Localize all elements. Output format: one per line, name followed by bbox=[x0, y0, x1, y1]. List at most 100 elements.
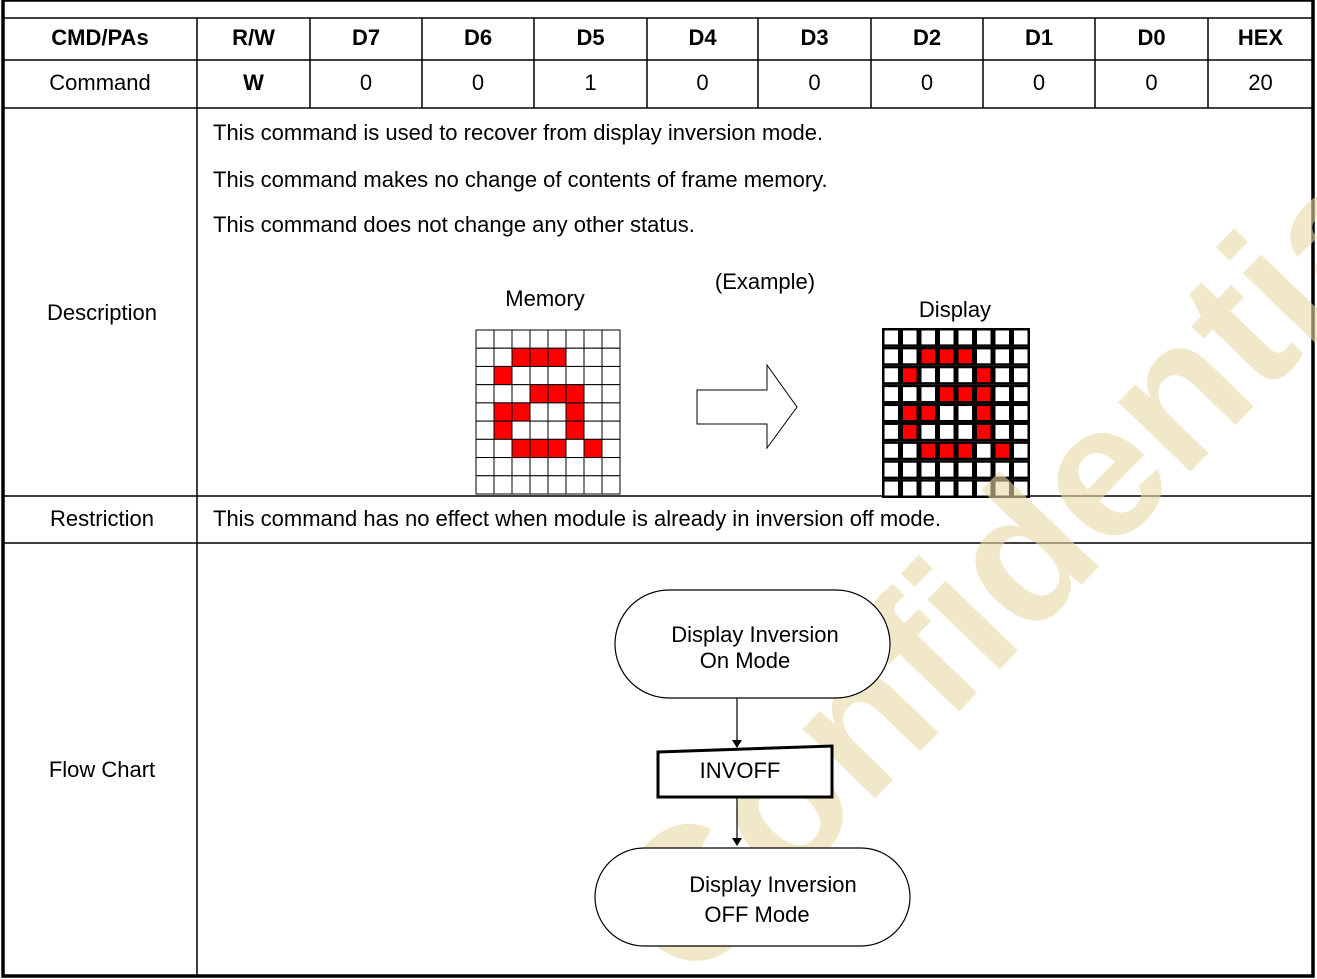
pixel bbox=[958, 387, 972, 402]
pixel bbox=[903, 387, 917, 402]
pixel bbox=[995, 424, 1009, 439]
command-cell: 0 bbox=[360, 70, 372, 95]
pixel bbox=[493, 384, 513, 404]
pixel bbox=[529, 402, 549, 422]
pixel bbox=[977, 462, 991, 477]
pixel bbox=[475, 402, 495, 422]
flow-start bbox=[614, 589, 891, 699]
pixel bbox=[921, 406, 935, 420]
pixel bbox=[565, 402, 585, 422]
pixel bbox=[940, 349, 954, 364]
pixel bbox=[958, 349, 972, 364]
pixel bbox=[547, 475, 567, 495]
pixel bbox=[1014, 462, 1028, 477]
pixel bbox=[884, 406, 898, 420]
header-cell: D5 bbox=[576, 25, 604, 50]
pixel bbox=[940, 368, 954, 383]
row-label: Description bbox=[47, 300, 157, 325]
pixel bbox=[601, 438, 621, 459]
pixel bbox=[583, 420, 603, 440]
description-line: This command does not change any other s… bbox=[213, 212, 695, 237]
pixel bbox=[511, 402, 531, 422]
pixel bbox=[903, 349, 917, 364]
pixel bbox=[884, 387, 898, 402]
pixel bbox=[493, 402, 513, 422]
pixel bbox=[1014, 387, 1028, 402]
pixel bbox=[921, 368, 935, 383]
pixel bbox=[995, 443, 1009, 458]
header-cell: D7 bbox=[352, 25, 380, 50]
flow-arrowhead bbox=[732, 838, 742, 846]
flow-text: On Mode bbox=[700, 648, 791, 673]
pixel bbox=[583, 402, 603, 422]
command-cell: W bbox=[243, 70, 264, 95]
pixel bbox=[493, 420, 513, 440]
pixel bbox=[977, 443, 991, 458]
pixel bbox=[547, 384, 567, 404]
flow-text: INVOFF bbox=[700, 758, 781, 783]
pixel bbox=[583, 347, 603, 367]
pixel bbox=[601, 347, 621, 367]
pixel bbox=[940, 443, 954, 458]
flow-step bbox=[656, 744, 834, 799]
command-cell: 0 bbox=[472, 70, 484, 95]
command-cell: 0 bbox=[1145, 70, 1157, 95]
pixel bbox=[1014, 368, 1028, 383]
pixel bbox=[529, 329, 549, 349]
pixel bbox=[995, 387, 1009, 402]
pixel bbox=[547, 402, 567, 422]
pixel bbox=[884, 368, 898, 383]
pixel bbox=[958, 481, 972, 496]
pixel bbox=[884, 481, 898, 496]
pixel bbox=[511, 347, 531, 367]
header-cell: HEX bbox=[1238, 25, 1284, 50]
pixel bbox=[511, 365, 531, 386]
header-cell: CMD/PAs bbox=[51, 25, 148, 50]
pixel bbox=[958, 330, 972, 345]
pixel bbox=[583, 329, 603, 349]
pixel bbox=[547, 438, 567, 459]
pixel bbox=[1014, 443, 1028, 458]
pixel bbox=[1014, 330, 1028, 345]
header-cell: D4 bbox=[688, 25, 717, 50]
command-cell: 0 bbox=[696, 70, 708, 95]
command-cell: 0 bbox=[921, 70, 933, 95]
header-cell: D2 bbox=[913, 25, 941, 50]
pixel bbox=[995, 368, 1009, 383]
pixel bbox=[995, 349, 1009, 364]
pixel bbox=[583, 457, 603, 477]
command-cell: 0 bbox=[808, 70, 820, 95]
pixel bbox=[958, 462, 972, 477]
pixel bbox=[995, 481, 1009, 496]
pixel bbox=[475, 457, 495, 477]
pixel bbox=[1014, 349, 1028, 364]
pixel bbox=[903, 424, 917, 439]
command-cell: 1 bbox=[584, 70, 596, 95]
pixel bbox=[493, 438, 513, 459]
pixel bbox=[921, 349, 935, 364]
pixel bbox=[958, 406, 972, 420]
pixel bbox=[921, 481, 935, 496]
pixel bbox=[493, 329, 513, 349]
pixel bbox=[565, 475, 585, 495]
pixel bbox=[493, 475, 513, 495]
pixel bbox=[940, 462, 954, 477]
pixel bbox=[529, 420, 549, 440]
pixel bbox=[565, 365, 585, 386]
flow-text: OFF Mode bbox=[704, 902, 809, 927]
pixel bbox=[995, 406, 1009, 420]
pixel bbox=[547, 420, 567, 440]
header-cell: R/W bbox=[232, 25, 275, 50]
pixel bbox=[565, 457, 585, 477]
pixel bbox=[565, 347, 585, 367]
restriction-text: This command has no effect when module i… bbox=[213, 506, 941, 531]
pixel bbox=[565, 329, 585, 349]
pixel bbox=[977, 424, 991, 439]
pixel bbox=[601, 420, 621, 440]
pixel bbox=[547, 457, 567, 477]
pixel bbox=[940, 330, 954, 345]
pixel bbox=[475, 475, 495, 495]
pixel bbox=[921, 443, 935, 458]
